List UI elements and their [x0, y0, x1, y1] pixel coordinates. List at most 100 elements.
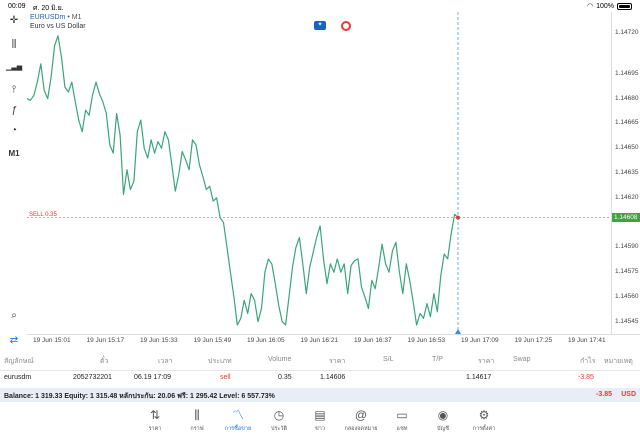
news-icon: ▤ — [314, 408, 326, 422]
status-bar: 00:09 ศ. 20 มิ.ย. ◠ 100% — [0, 0, 640, 13]
time-tick-label: 19 Jun 15:33 — [140, 337, 178, 344]
col-price: ราคา — [478, 358, 495, 365]
row-price: 1.14617 — [466, 374, 492, 381]
battery-percent: 100% — [596, 2, 614, 10]
row-volume: 0.35 — [278, 374, 292, 381]
row-ticket: 2052732201 — [73, 374, 112, 381]
bar-chart-icon[interactable]: ▁▃▅ — [6, 64, 23, 71]
eu-flag-icon: ✦ — [314, 21, 326, 30]
history-icon: ◷ — [273, 408, 285, 422]
status-date: ศ. 20 มิ.ย. — [33, 5, 64, 12]
current-price-badge: 1.14608 — [612, 213, 640, 223]
tab-quotes[interactable]: ⇅ ราคา — [135, 408, 175, 433]
price-tick-label: 1.14695 — [615, 69, 639, 77]
crosshair-icon[interactable]: ✛ — [9, 15, 19, 26]
table-row[interactable]: eurusdm 2052732201 06.19 17:09 sell 0.35… — [0, 374, 640, 387]
account-icon: ◉ — [437, 408, 449, 422]
tab-label: ราคา — [148, 426, 162, 432]
time-tick-label: 19 Jun 15:49 — [193, 337, 232, 344]
bottom-tab-bar: ⇅ ราคา ⫼ กราฟ 〽 การซื้อขาย ◷ ประวัติ ▤ ข… — [0, 404, 640, 447]
price-chart[interactable]: SELL 0.35 EURUSDm • M1 Euro vs US Dollar… — [27, 12, 610, 334]
tab-account[interactable]: ◉ บัญชี — [423, 408, 463, 433]
sell-order-label: SELL 0.35 — [29, 212, 57, 218]
time-tick-label: 19 Jun 15:01 — [33, 337, 71, 344]
price-tick-label: 1.14665 — [615, 119, 639, 127]
time-tick-label: 19 Jun 17:25 — [514, 337, 553, 344]
tab-news[interactable]: ▤ ข่าว — [300, 408, 340, 433]
timeframe-button[interactable]: M1 — [8, 149, 20, 158]
function-icon[interactable]: ƒ — [11, 105, 17, 116]
settings-icon: ⚙ — [478, 408, 490, 422]
time-tick-label: 19 Jun 16:37 — [354, 337, 392, 344]
indicators-icon[interactable]: ⫯ — [11, 84, 17, 95]
price-tick-label: 1.14590 — [615, 243, 639, 251]
symbol-name: EURUSDm — [30, 14, 66, 21]
chart-canvas[interactable]: SELL 0.35 — [27, 12, 610, 334]
row-open-price: 1.14606 — [320, 374, 346, 381]
col-open-price: ราคา — [329, 358, 346, 365]
balance-bar: Balance: 1 319.33 Equity: 1 315.48 หลักป… — [0, 388, 640, 402]
zoom-icon[interactable]: ⌕ — [11, 310, 17, 321]
chart-candles-icon: ⫼ — [194, 408, 200, 422]
time-tick-label: 19 Jun 17:41 — [568, 337, 606, 344]
price-tick-label: 1.14620 — [615, 193, 639, 201]
balance-text: Balance: 1 319.33 Equity: 1 315.48 หลักป… — [4, 393, 275, 400]
tab-settings[interactable]: ⚙ การตั้งค่า — [464, 408, 504, 433]
price-tick-label: 1.14680 — [615, 94, 639, 102]
tab-label: บัญชี — [437, 426, 449, 432]
candles-icon[interactable]: ⫼ — [11, 39, 17, 50]
price-series-line — [27, 35, 459, 326]
tab-chart[interactable]: ⫼ กราฟ — [177, 408, 217, 433]
price-tick-label: 1.14560 — [615, 292, 639, 300]
tab-label: การซื้อขาย — [224, 426, 252, 432]
timeframe-label: • M1 — [67, 14, 82, 21]
price-tick-label: 1.14575 — [615, 268, 639, 276]
time-tick-label: 19 Jun 16:53 — [407, 337, 446, 344]
divider — [0, 370, 640, 371]
tab-label: ข่าว — [315, 426, 325, 432]
time-tick-label: 19 Jun 15:17 — [86, 337, 125, 344]
positions-header: สัญลักษณ์ ตั๋ว เวลา ประเภท Volume ราคา S… — [0, 356, 640, 368]
tab-label: กล่องจดหมาย — [344, 426, 378, 432]
crosshair-marker — [455, 329, 461, 334]
price-tick-label: 1.14635 — [615, 169, 639, 176]
tab-chat[interactable]: ▭ แชท — [382, 408, 422, 433]
mailbox-icon: @ — [354, 408, 368, 422]
tab-label: แชท — [396, 426, 408, 432]
us-flag-icon — [341, 21, 351, 31]
switch-icon[interactable]: ⇄ — [9, 335, 19, 346]
price-tick-label: 1.14720 — [615, 28, 639, 36]
time-axis: 19 Jun 15:01 19 Jun 15:17 19 Jun 15:33 19 J… — [27, 334, 640, 346]
col-volume: Volume — [268, 356, 292, 363]
battery-icon — [617, 2, 632, 10]
wifi-icon: ◠ — [586, 3, 594, 10]
tab-mailbox[interactable]: @ กล่องจดหมาย — [341, 408, 381, 433]
col-time: เวลา — [158, 358, 173, 365]
price-tick-label: 1.14545 — [615, 317, 639, 325]
tab-label: กราฟ — [190, 426, 204, 432]
objects-icon[interactable]: ◔ — [10, 125, 18, 136]
row-type: sell — [220, 374, 231, 381]
col-tp: T/P — [432, 356, 443, 363]
quotes-icon: ⇅ — [149, 408, 161, 422]
chart-toolbar: ✛ ⫼ ▁▃▅ ⫯ ƒ ◔ M1 ⌕ ⇄ — [0, 14, 27, 346]
time-tick-label: 19 Jun 17:09 — [461, 337, 499, 344]
tab-label: ประวัติ — [270, 426, 288, 432]
col-ticket: ตั๋ว — [100, 358, 109, 365]
price-tick-label: 1.14650 — [615, 144, 639, 152]
tab-history[interactable]: ◷ ประวัติ — [259, 408, 299, 433]
tab-trade[interactable]: 〽 การซื้อขาย — [218, 408, 258, 433]
row-profit: -3.85 — [578, 374, 594, 381]
symbol-description: Euro vs US Dollar — [30, 23, 86, 30]
col-profit: กำไร — [580, 358, 596, 365]
currency-label: USD — [621, 391, 636, 398]
trade-icon: 〽 — [231, 408, 244, 422]
time-tick-label: 19 Jun 16:21 — [300, 337, 339, 344]
status-time: 00:09 — [8, 3, 26, 10]
current-price-dot — [456, 215, 460, 220]
col-comment: หมายเหตุ — [604, 358, 633, 365]
col-sl: S/L — [383, 356, 394, 363]
col-symbol: สัญลักษณ์ — [4, 358, 34, 365]
status-right: ◠ 100% — [587, 2, 632, 10]
